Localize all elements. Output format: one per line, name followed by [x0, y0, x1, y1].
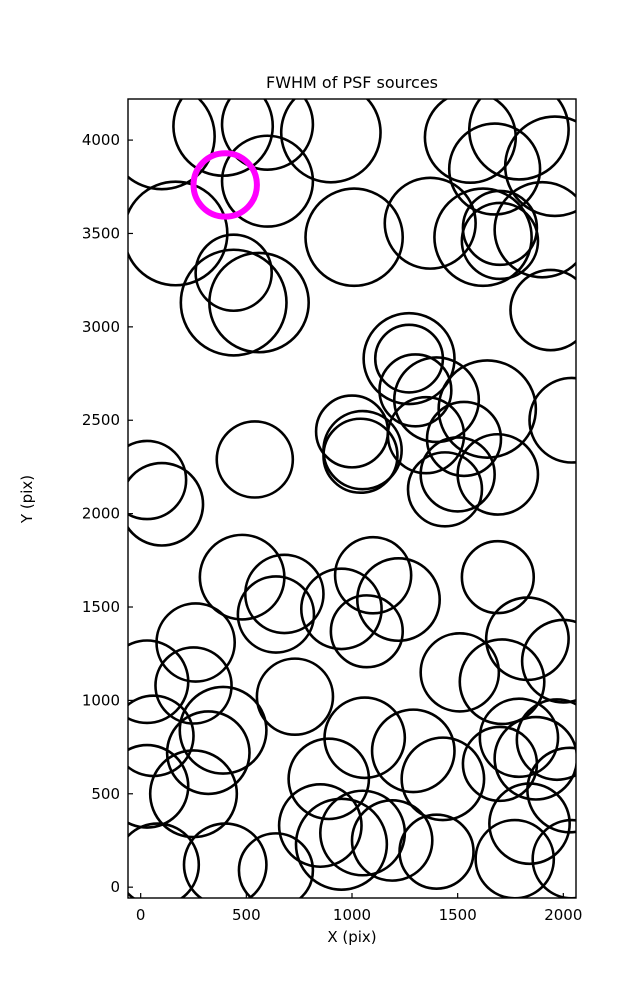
- x-axis-ticks: [140, 893, 564, 898]
- highlighted-source-circle-shape: [190, 150, 260, 220]
- psf-source-circle: [194, 233, 273, 313]
- psf-source-circle: [488, 782, 571, 866]
- psf-source-circle: [128, 99, 216, 191]
- psf-source-circle: [299, 567, 383, 651]
- psf-source-circle: [447, 122, 542, 216]
- y-tick-label: 2500: [82, 411, 120, 429]
- psf-source-circle: [400, 736, 486, 822]
- y-tick-label: 2000: [82, 505, 120, 523]
- psf-source-circle: [478, 697, 560, 779]
- psf-source-circle: [520, 618, 576, 704]
- x-tick-label: 0: [136, 906, 146, 924]
- y-tick-label: 500: [91, 785, 120, 803]
- psf-source-circle: [165, 710, 251, 796]
- psf-source-circle: [437, 359, 538, 459]
- psf-source-circle: [220, 99, 315, 171]
- y-axis-tick-labels: 0 500 1000 1500 2000 2500 3000 3500 4000: [82, 131, 120, 896]
- psf-source-circle: [179, 248, 288, 357]
- psf-source-circle: [304, 187, 405, 288]
- x-axis-tick-labels: 0 500 1000 1500 2000: [136, 906, 583, 924]
- psf-source-circle: [528, 376, 576, 464]
- psf-source-circle: [220, 134, 315, 228]
- psf-source-circle: [237, 832, 315, 898]
- psf-source-circle: [294, 797, 389, 891]
- psf-source-circle: [456, 432, 540, 516]
- psf-source-circle: [493, 180, 576, 279]
- psf-source-circle: [493, 715, 576, 801]
- y-axis-ticks: [128, 139, 133, 888]
- psf-source-circle: [128, 439, 188, 521]
- x-tick-label: 500: [232, 906, 261, 924]
- psf-source-circle: [333, 535, 413, 615]
- x-axis-label: X (pix): [327, 928, 376, 946]
- psf-source-circle: [128, 743, 190, 829]
- psf-source-circle: [362, 311, 456, 406]
- y-tick-label: 0: [110, 878, 120, 896]
- psf-source-circle: [279, 99, 382, 184]
- psf-source-circle: [509, 268, 576, 352]
- psf-source-circle: [531, 818, 576, 898]
- psf-source-circle: [392, 356, 481, 444]
- psf-source-circle: [182, 822, 268, 898]
- y-tick-label: 3000: [82, 318, 120, 336]
- psf-source-circle: [370, 708, 456, 794]
- psf-source-circle: [398, 813, 475, 890]
- psf-source-circle: [383, 176, 477, 270]
- psf-source-circle: [355, 557, 441, 643]
- psf-source-circle: [287, 737, 371, 821]
- x-tick-label: 2000: [544, 906, 582, 924]
- psf-source-circle: [277, 783, 363, 869]
- psf-source-circle: [419, 631, 501, 713]
- psf-source-circle: [460, 201, 540, 281]
- psf-source-circle: [128, 639, 190, 725]
- psf-source-circle: [178, 685, 268, 775]
- page-title: FWHM of PSF sources: [266, 73, 438, 92]
- psf-source-circle: [236, 575, 316, 654]
- psf-source-circle: [378, 353, 453, 428]
- psf-source-circle: [322, 417, 399, 495]
- psf-source-circles: [128, 99, 576, 898]
- psf-source-circle: [350, 799, 434, 882]
- psf-source-circle: [329, 594, 405, 669]
- psf-source-circle: [128, 822, 201, 898]
- psf-source-circle: [406, 451, 484, 528]
- psf-source-circle: [128, 180, 229, 287]
- y-axis-label: Y (pix): [18, 475, 36, 524]
- psf-source-circle: [419, 436, 496, 513]
- psf-source-circle: [503, 115, 576, 218]
- psf-source-circle: [474, 818, 556, 898]
- y-tick-label: 3500: [82, 224, 120, 242]
- highlighted-source-circle: [190, 150, 260, 220]
- psf-source-circle: [154, 646, 233, 725]
- y-tick-label: 4000: [82, 131, 120, 149]
- x-tick-label: 1000: [333, 906, 371, 924]
- psf-source-circle: [215, 420, 295, 499]
- psf-source-circle: [458, 638, 546, 726]
- psf-source-circle: [255, 657, 335, 736]
- psf-source-circle: [425, 400, 503, 478]
- psf-source-circle: [128, 461, 205, 547]
- psf-source-circle: [461, 189, 539, 267]
- psf-source-circle: [433, 187, 533, 288]
- y-tick-label: 1500: [82, 598, 120, 616]
- psf-source-circle: [460, 539, 536, 615]
- y-tick-label: 1000: [82, 691, 120, 709]
- x-tick-label: 1500: [439, 906, 477, 924]
- psf-source-circle: [515, 698, 576, 782]
